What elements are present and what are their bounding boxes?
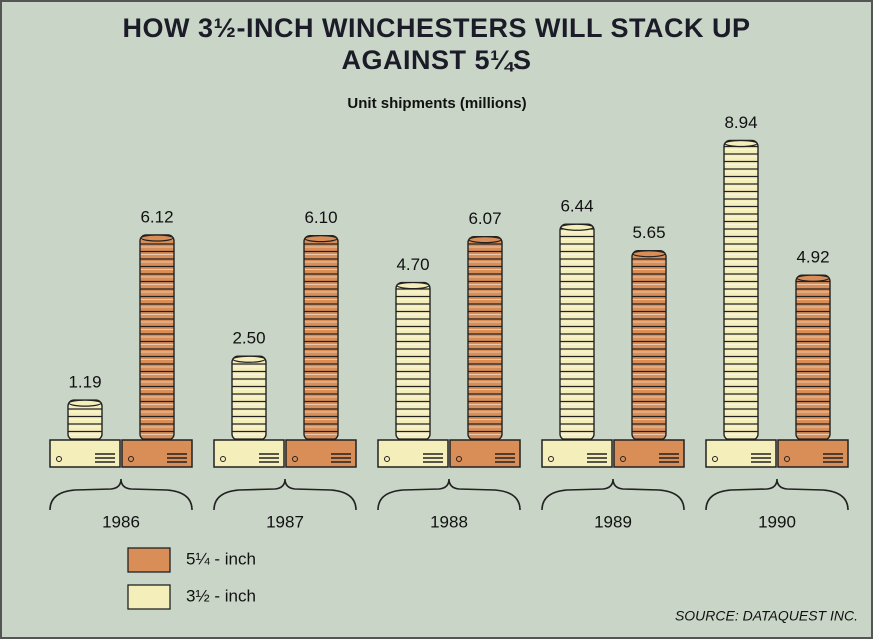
bar-cap [397,283,429,289]
value-label: 6.10 [304,208,337,227]
chart: Unit shipments (millions) SOURCE: DATAQU… [0,0,873,639]
bar-cap [69,400,101,406]
chart-page: Unit shipments (millions) SOURCE: DATAQU… [0,0,873,639]
chart-subtitle: Unit shipments (millions) [347,95,526,112]
bar-cap [797,275,829,281]
legend-label: 5¼ - inch [186,549,256,568]
chart-title: HOW 3½-INCH WINCHESTERS WILL STACK UP AG… [90,12,783,76]
value-label: 4.92 [796,248,829,267]
value-label: 5.65 [632,223,665,242]
x-tick-label: 1987 [266,512,304,531]
value-label: 6.12 [140,207,173,226]
value-label: 8.94 [724,113,757,132]
value-label: 6.44 [560,197,593,216]
bar-cap [233,356,265,362]
value-label: 4.70 [396,255,429,274]
bar-cap [633,251,665,257]
bar [232,356,266,440]
legend-label: 3½ - inch [186,586,256,605]
bar-cap [561,224,593,230]
bar [560,224,594,440]
bar [724,141,758,440]
brace [50,479,192,510]
bar [468,237,502,440]
bar-cap [725,141,757,147]
legend-swatch [128,548,170,572]
x-tick-label: 1986 [102,512,140,531]
bar [304,236,338,440]
bar-cap [469,237,501,243]
legend-swatch [128,585,170,609]
brace [214,479,356,510]
bar [140,235,174,440]
x-tick-label: 1990 [758,512,796,531]
brace [542,479,684,510]
brace [378,479,520,510]
bar-cap [141,235,173,241]
source: SOURCE: DATAQUEST INC. [675,608,858,624]
value-label: 6.07 [468,209,501,228]
bar-cap [305,236,337,242]
x-tick-label: 1988 [430,512,468,531]
value-label: 1.19 [68,373,101,392]
bar [632,251,666,440]
bar [396,283,430,440]
bar [796,275,830,440]
value-label: 2.50 [232,329,265,348]
brace [706,479,848,510]
x-tick-label: 1989 [594,512,632,531]
